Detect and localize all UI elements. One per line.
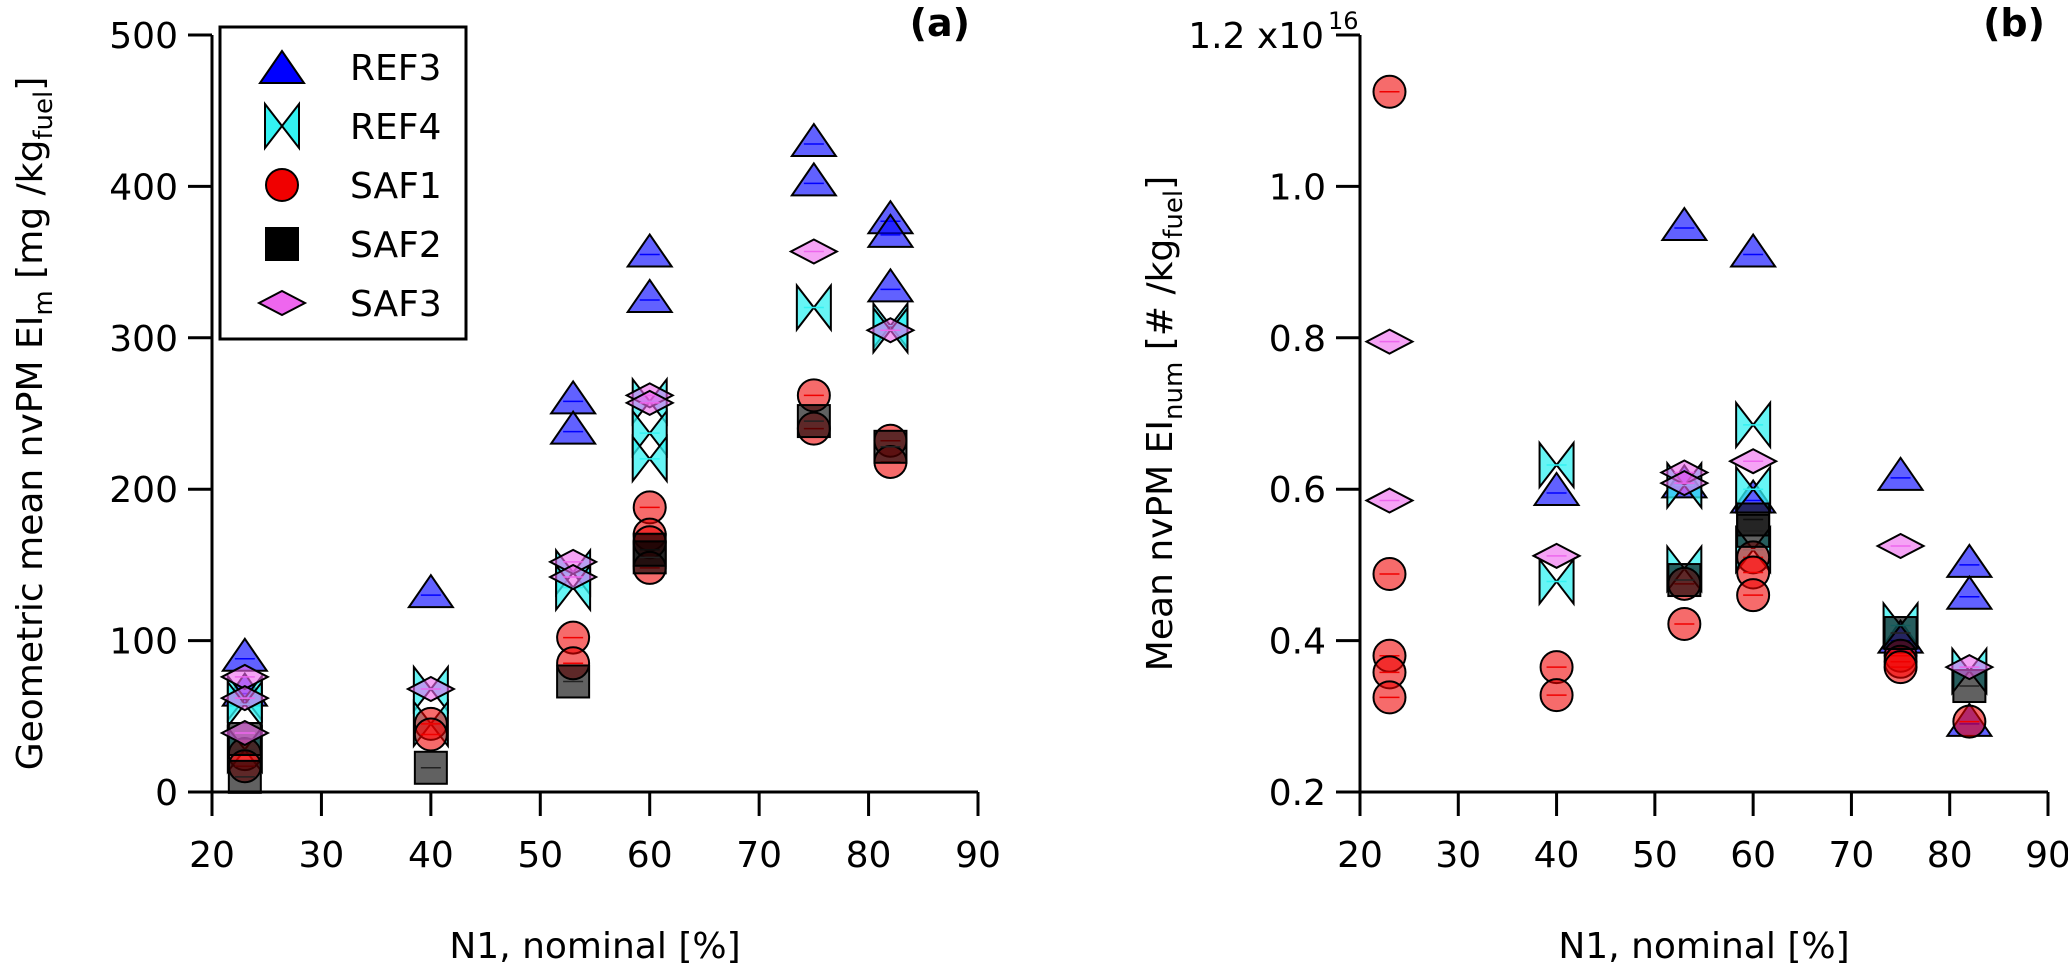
- panel-a: 20 30 40 50 60 70 80 90 0 100 200 300 400 500 N1, nomi…: [10, 1, 1001, 967]
- data-point-ref3: [866, 213, 915, 248]
- y-tick-label: 0.2: [1269, 773, 1326, 814]
- data-point-ref3: [1876, 456, 1925, 491]
- x-tick-label: 60: [627, 835, 673, 876]
- x-tick-label: 80: [1927, 835, 1973, 876]
- data-point-ref3: [625, 278, 674, 313]
- data-point-saf2: [873, 429, 908, 464]
- y-axis-label: Geometric mean nvPM EIm [mg /kgfuel]: [10, 77, 59, 771]
- legend-label-ref3: REF3: [350, 48, 441, 89]
- y-tick-label: 300: [109, 319, 178, 360]
- y-tick-label: 0.4: [1269, 622, 1326, 663]
- data-point-ref3: [866, 267, 915, 303]
- legend-label-ref4: REF4: [350, 107, 441, 148]
- data-point-saf2: [1736, 513, 1771, 548]
- y-tick-label: 500: [109, 16, 178, 57]
- legend-label-saf1: SAF1: [350, 166, 442, 207]
- x-tick-label: 90: [2025, 835, 2068, 876]
- y-axis-label: Mean nvPM EInum [# /kgfuel]: [1140, 176, 1189, 671]
- legend-marker-ref3: [258, 49, 306, 84]
- data-point-ref3: [789, 122, 838, 158]
- x-tick-label: 30: [299, 835, 345, 876]
- series-saf2: [227, 404, 908, 794]
- y-tick-label: 200: [109, 470, 178, 511]
- legend-label-saf2: SAF2: [350, 225, 442, 266]
- data-point-ref3: [1660, 206, 1709, 242]
- x-tick-label: 60: [1730, 835, 1776, 876]
- panel-label: (b): [1983, 1, 2045, 45]
- y-tick-label: 1.2 x10: [1188, 16, 1324, 57]
- series-saf3: [219, 238, 916, 747]
- legend-box: [218, 25, 468, 341]
- legend-marker-ref4: [264, 101, 300, 151]
- x-tick-label: 40: [408, 835, 454, 876]
- legend-marker-saf3: [256, 289, 308, 317]
- x-tick-label: 30: [1435, 835, 1481, 876]
- legend: REF3 REF4 SAF1 SAF2 SAF3: [218, 25, 468, 341]
- y-exponent: 16: [1328, 7, 1359, 35]
- x-tick-label: 70: [1829, 835, 1875, 876]
- y-tick-label: 0.6: [1269, 470, 1326, 511]
- y-tick-label: 1.0: [1269, 167, 1326, 208]
- y-tick-label: 400: [109, 167, 178, 208]
- series-ref3: [1532, 206, 1994, 737]
- panel-b: 20 30 40 50 60 70 80 90 0.2 0.4 0.6 0.8 1.0 1.2 x10 16…: [1140, 1, 2068, 967]
- data-point-ref3: [789, 161, 838, 197]
- data-point-ref3: [1945, 543, 1994, 578]
- series-ref3: [220, 122, 915, 707]
- x-tick-label: 70: [736, 835, 782, 876]
- y-tick-label: 0: [155, 773, 178, 814]
- series-saf3: [1364, 328, 1995, 681]
- x-tick-label: 90: [955, 835, 1001, 876]
- x-tick-label: 50: [517, 835, 563, 876]
- series-saf2: [1667, 502, 1987, 704]
- data-point-ref3: [1532, 471, 1581, 506]
- x-tick-label: 50: [1632, 835, 1678, 876]
- x-tick-label: 40: [1534, 835, 1580, 876]
- legend-marker-saf2: [265, 227, 299, 261]
- data-point-ref3: [549, 379, 598, 415]
- y-tick-label: 100: [109, 622, 178, 663]
- data-point-ref3: [1729, 232, 1778, 268]
- data-point-ref3: [549, 409, 598, 445]
- data-point-ref3: [1945, 574, 1994, 610]
- data-point-ref3: [625, 232, 674, 268]
- legend-marker-saf1: [265, 168, 299, 202]
- x-axis-label: N1, nominal [%]: [449, 926, 740, 967]
- x-tick-label: 20: [1337, 835, 1383, 876]
- y-tick-label: 0.8: [1269, 319, 1326, 360]
- x-tick-label: 20: [189, 835, 235, 876]
- series-ref4: [226, 282, 909, 775]
- x-tick-label: 80: [846, 835, 892, 876]
- panel-label: (a): [910, 1, 970, 45]
- data-point-ref3: [406, 573, 455, 609]
- x-axis-label: N1, nominal [%]: [1558, 926, 1849, 967]
- legend-label-saf3: SAF3: [350, 284, 442, 325]
